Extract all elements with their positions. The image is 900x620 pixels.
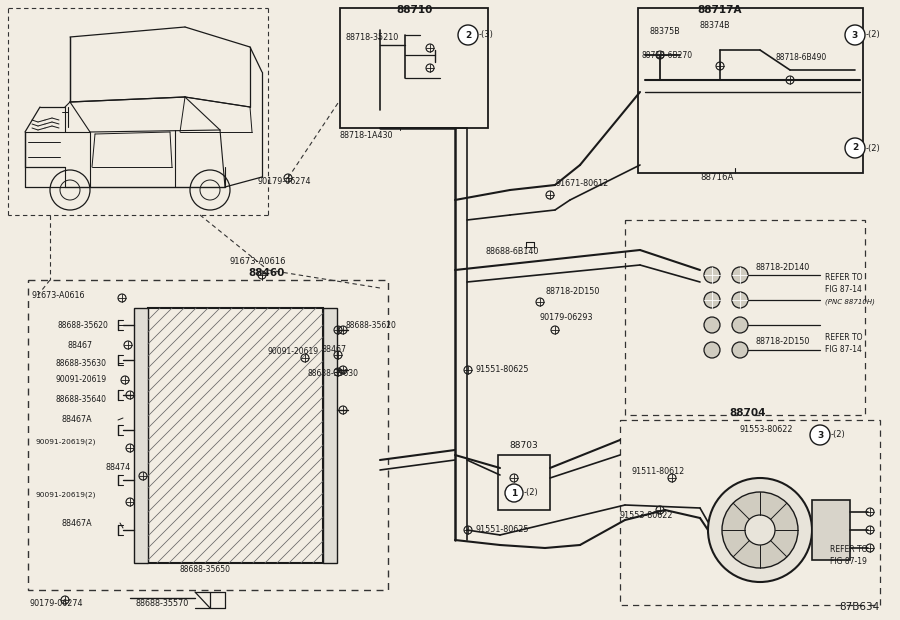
- Bar: [134, 308, 148, 563]
- Text: 90091-20619: 90091-20619: [268, 347, 320, 356]
- Text: 88718-2D150: 88718-2D150: [545, 288, 599, 296]
- Bar: [28, 280, 388, 590]
- Text: 88710: 88710: [397, 5, 433, 15]
- Text: REFER TO: REFER TO: [825, 334, 862, 342]
- Bar: [323, 308, 337, 563]
- Circle shape: [845, 138, 865, 158]
- Circle shape: [732, 267, 748, 283]
- Bar: [340, 8, 488, 128]
- Circle shape: [704, 317, 720, 333]
- Text: 88703: 88703: [509, 441, 538, 450]
- Circle shape: [704, 267, 720, 283]
- Text: (PNC 88710H): (PNC 88710H): [825, 299, 875, 305]
- Circle shape: [704, 342, 720, 358]
- Text: 91551-80625: 91551-80625: [475, 526, 528, 534]
- Text: -(2): -(2): [524, 489, 539, 497]
- Text: 87B634: 87B634: [840, 602, 880, 612]
- Text: REFER TO: REFER TO: [830, 546, 868, 554]
- Text: 88718-35210: 88718-35210: [345, 33, 398, 43]
- Circle shape: [704, 292, 720, 308]
- Text: 88718-1A430: 88718-1A430: [340, 130, 393, 140]
- Text: 88688-35620: 88688-35620: [58, 321, 109, 329]
- Text: 88467A: 88467A: [62, 518, 93, 528]
- Text: 88688-35570: 88688-35570: [135, 600, 188, 608]
- Text: 88688-35650: 88688-35650: [180, 565, 231, 575]
- Circle shape: [708, 478, 812, 582]
- Bar: [638, 8, 863, 173]
- Text: 88716A: 88716A: [700, 174, 734, 182]
- Text: 88688-35640: 88688-35640: [55, 396, 106, 404]
- Text: 88718-6B270: 88718-6B270: [642, 50, 693, 60]
- Text: 88718-2D150: 88718-2D150: [755, 337, 809, 347]
- Circle shape: [505, 484, 523, 502]
- Text: 90091-20619: 90091-20619: [55, 376, 106, 384]
- Text: -(3): -(3): [479, 30, 494, 40]
- Text: 88374B: 88374B: [700, 20, 731, 30]
- Text: 88460: 88460: [248, 268, 284, 278]
- Text: 88718-6B490: 88718-6B490: [775, 53, 826, 63]
- Text: 2: 2: [852, 143, 858, 153]
- Text: FIG 87-19: FIG 87-19: [830, 557, 867, 567]
- Text: 91553-80622: 91553-80622: [740, 425, 794, 435]
- Text: 90179-06274: 90179-06274: [30, 600, 84, 608]
- Bar: [625, 220, 865, 415]
- Text: 90091-20619(2): 90091-20619(2): [35, 492, 95, 498]
- Text: 88704: 88704: [730, 408, 766, 418]
- Text: 88375B: 88375B: [650, 27, 680, 37]
- Text: 88467: 88467: [68, 340, 93, 350]
- Text: 88688-35630: 88688-35630: [55, 358, 106, 368]
- Text: 88718-2D140: 88718-2D140: [755, 264, 809, 273]
- Text: 88467A: 88467A: [62, 415, 93, 425]
- Text: 88688-35630: 88688-35630: [308, 368, 359, 378]
- Bar: [498, 455, 550, 510]
- Text: -(2): -(2): [866, 143, 881, 153]
- Text: 88688-35620: 88688-35620: [345, 321, 396, 329]
- Circle shape: [732, 342, 748, 358]
- Text: 91511-80612: 91511-80612: [632, 467, 685, 477]
- Text: REFER TO: REFER TO: [825, 273, 862, 283]
- Circle shape: [732, 317, 748, 333]
- Circle shape: [845, 25, 865, 45]
- Circle shape: [745, 515, 775, 545]
- Text: FIG 87-14: FIG 87-14: [825, 345, 862, 355]
- Text: 3: 3: [852, 30, 858, 40]
- Text: 3: 3: [817, 430, 824, 440]
- Text: FIG 87-14: FIG 87-14: [825, 285, 862, 294]
- Circle shape: [810, 425, 830, 445]
- Text: 91551-80625: 91551-80625: [475, 366, 528, 374]
- Text: 88717A: 88717A: [698, 5, 742, 15]
- Text: 88467: 88467: [322, 345, 347, 355]
- Text: 90179-06293: 90179-06293: [540, 314, 593, 322]
- Text: 91553-80622: 91553-80622: [620, 510, 673, 520]
- Text: 88474: 88474: [105, 464, 130, 472]
- Text: 90091-20619(2): 90091-20619(2): [35, 439, 95, 445]
- Text: -(2): -(2): [831, 430, 846, 440]
- Text: 1: 1: [511, 489, 517, 497]
- Text: 90179-06274: 90179-06274: [258, 177, 311, 187]
- Text: 91671-80612: 91671-80612: [555, 179, 608, 187]
- Text: 91673-A0616: 91673-A0616: [32, 291, 86, 299]
- Bar: [620, 420, 880, 605]
- Bar: [148, 308, 323, 563]
- Text: 2: 2: [465, 30, 471, 40]
- Circle shape: [722, 492, 798, 568]
- Text: 88688-6B140: 88688-6B140: [485, 247, 538, 257]
- Circle shape: [458, 25, 478, 45]
- Text: 91673-A0616: 91673-A0616: [230, 257, 286, 267]
- Bar: [812, 500, 850, 560]
- Circle shape: [732, 292, 748, 308]
- Text: -(2): -(2): [866, 30, 881, 40]
